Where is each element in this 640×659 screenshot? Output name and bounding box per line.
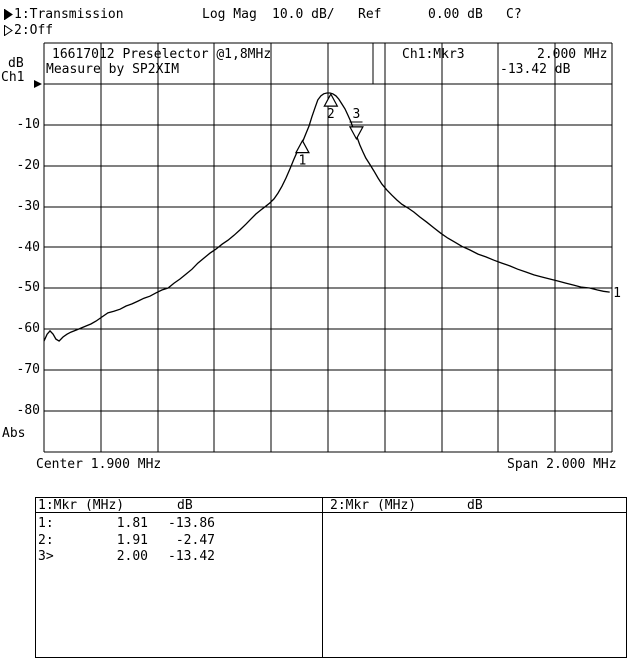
y-tick: -30: [16, 199, 40, 214]
marker-number-label: 1: [299, 154, 307, 169]
marker-row-no: 3>: [38, 549, 54, 564]
marker-table: [35, 497, 627, 658]
trace1-label: 1:Transmission: [14, 7, 124, 22]
y-axis-unit-label: dB: [8, 56, 24, 71]
grid-lines: [43, 42, 613, 453]
marker-readout-level: -13.42 dB: [500, 62, 571, 77]
trace-marker-2: 2: [323, 92, 339, 122]
y-tick: -80: [16, 403, 40, 418]
marker-number-label: 2: [327, 107, 335, 122]
ref-level-marker-icon: [34, 80, 42, 88]
x-axis-span-label: Span 2.000 MHz: [507, 457, 617, 472]
y-tick: -20: [16, 158, 40, 173]
marker-row-level: -2.47: [175, 533, 215, 548]
marker-row-freq: 1.91: [116, 533, 148, 548]
marker-row-freq: 2.00: [116, 549, 148, 564]
y-axis-bottom-label: Abs: [2, 426, 26, 441]
trace1-status: C?: [506, 7, 522, 22]
trace-curve: [43, 92, 610, 342]
marker-row-no: 2:: [38, 533, 54, 548]
trace-marker-3-active: 3: [348, 107, 364, 141]
marker-table-divider: [322, 497, 323, 658]
y-tick: -10: [16, 117, 40, 132]
y-tick: -70: [16, 362, 40, 377]
trace1-ref-label: Ref: [358, 7, 382, 22]
marker-readout-freq: 2.000 MHz: [537, 47, 608, 62]
active-trace-marker-icon: [4, 9, 13, 20]
trace1-format: Log Mag: [202, 7, 257, 22]
marker-table-2-unit: dB: [467, 498, 483, 513]
plot-title-line1: 16617012 Preselector @1,8MHz: [52, 47, 272, 62]
y-tick: -50: [16, 280, 40, 295]
trace-number-label: 1: [613, 286, 621, 301]
marker-table-2-header: 2:Mkr (MHz): [330, 498, 417, 513]
marker-row-freq: 1.81: [116, 516, 148, 531]
marker-number-label: 3: [352, 107, 360, 122]
plot-title-line2: Measure by SP2XIM: [46, 62, 180, 77]
marker-row-level: -13.42: [168, 549, 215, 564]
y-tick: -40: [16, 240, 40, 255]
y-tick: -60: [16, 321, 40, 336]
trace1-scale: 10.0 dB/: [272, 7, 335, 22]
marker-table-header-rule: [35, 512, 627, 513]
marker-readout-channel: Ch1:Mkr3: [402, 47, 465, 62]
trace2-label: 2:Off: [14, 23, 54, 38]
marker-table-1-header: 1:Mkr (MHz): [38, 498, 125, 513]
marker-row-level: -13.86: [168, 516, 215, 531]
marker-table-1-unit: dB: [177, 498, 193, 513]
trace1-ref-value: 0.00 dB: [428, 7, 483, 22]
trace-marker-1: 1: [294, 139, 310, 169]
inactive-trace-marker-icon: [4, 25, 13, 36]
y-axis-channel-label: Ch1: [1, 70, 25, 85]
marker-row-no: 1:: [38, 516, 54, 531]
x-axis-center-label: Center 1.900 MHz: [36, 457, 162, 472]
